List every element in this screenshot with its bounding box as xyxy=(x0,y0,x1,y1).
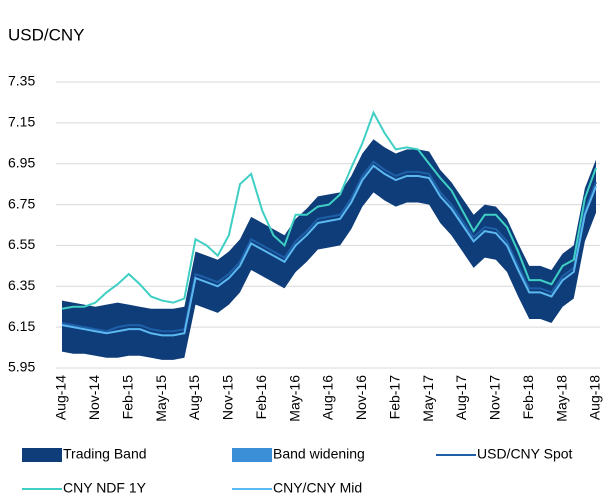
x-tick-label: May-16 xyxy=(286,375,302,422)
legend-label: CNY NDF 1Y xyxy=(63,480,147,496)
x-tick-label: May-17 xyxy=(420,375,436,422)
legend-label: USD/CNY Spot xyxy=(477,446,573,462)
series-line xyxy=(61,110,597,310)
legend-swatch xyxy=(232,448,272,462)
y-tick-label: 6.35 xyxy=(8,277,35,293)
x-tick-label: Aug-18 xyxy=(587,375,603,420)
y-tick-label: 6.95 xyxy=(8,154,35,170)
legend-label: Band widening xyxy=(273,446,365,462)
x-tick-label: Nov-17 xyxy=(487,375,503,420)
y-tick-label: 6.75 xyxy=(8,195,35,211)
x-tick-label: Aug-15 xyxy=(186,375,202,420)
x-tick-label: Feb-17 xyxy=(386,375,402,420)
series-line xyxy=(61,160,597,333)
chart-title: USD/CNY xyxy=(8,25,85,44)
x-tick-label: May-18 xyxy=(553,375,569,422)
x-tick-label: Aug-17 xyxy=(453,375,469,420)
y-tick-label: 6.15 xyxy=(8,318,35,334)
x-tick-label: Nov-15 xyxy=(220,375,236,420)
legend-label: CNY/CNY Mid xyxy=(273,480,362,496)
x-tick-label: Aug-16 xyxy=(320,375,336,420)
y-tick-label: 5.95 xyxy=(8,359,35,375)
x-tick-label: Nov-14 xyxy=(86,375,102,420)
y-tick-label: 6.55 xyxy=(8,236,35,252)
y-tick-label: 7.15 xyxy=(8,114,35,130)
x-tick-label: Feb-16 xyxy=(253,375,269,420)
x-tick-label: Nov-16 xyxy=(353,375,369,420)
x-tick-label: Aug-14 xyxy=(53,375,69,420)
legend-label: Trading Band xyxy=(63,446,147,462)
x-tick-label: Feb-15 xyxy=(119,375,135,420)
x-tick-label: Feb-18 xyxy=(520,375,536,420)
x-tick-label: May-15 xyxy=(153,375,169,422)
series-line xyxy=(61,164,597,337)
band-area xyxy=(62,139,596,360)
y-tick-label: 7.35 xyxy=(8,73,35,89)
legend-swatch xyxy=(22,448,62,462)
